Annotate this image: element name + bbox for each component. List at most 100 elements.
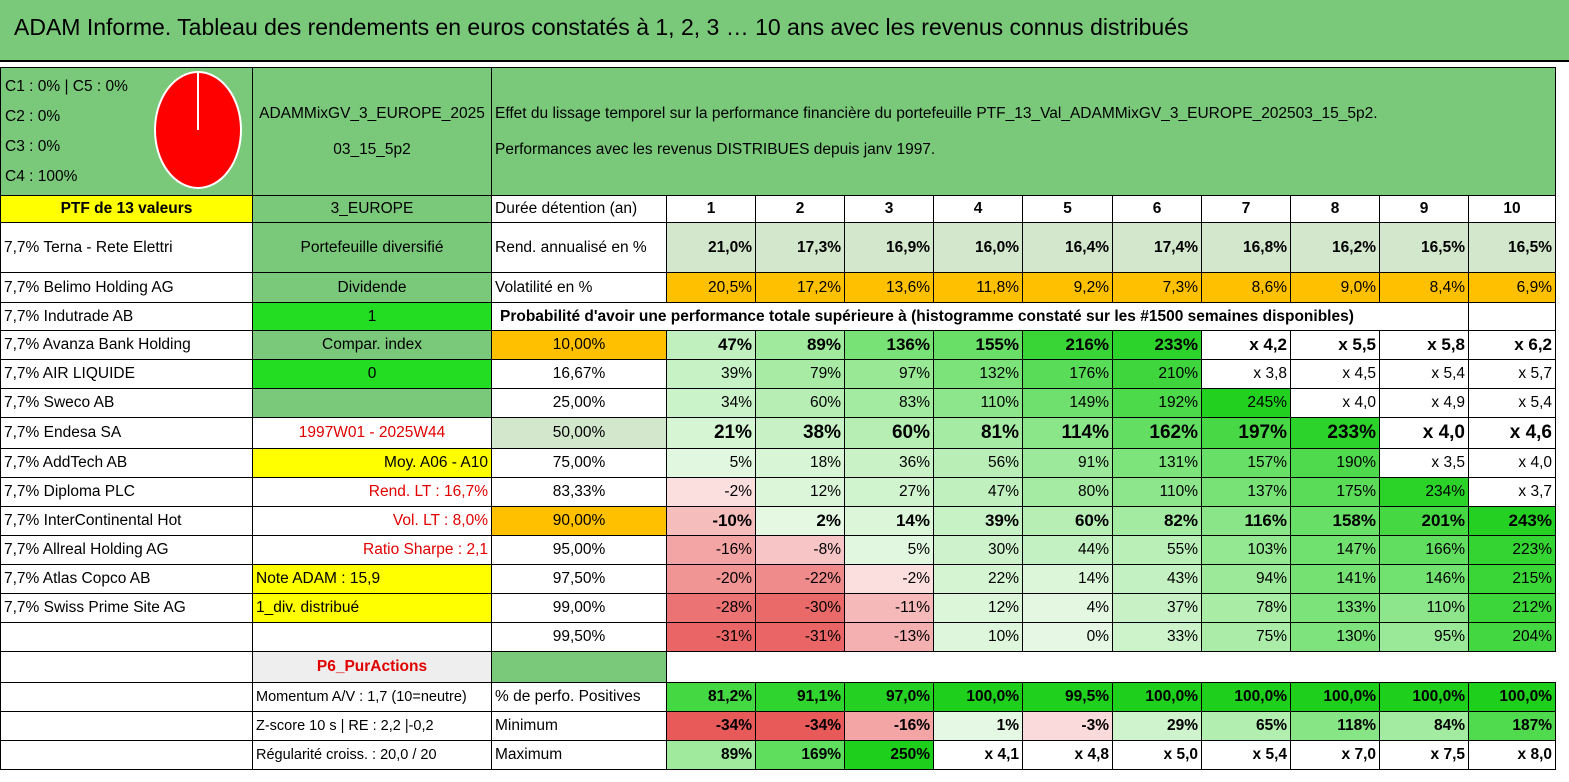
table-row: 7,7% Atlas Copco AB Note ADAM : 15,9 97,50… <box>0 564 1556 594</box>
probability-value: 83% <box>844 388 934 418</box>
probability-value: x 5,4 <box>1379 359 1469 389</box>
probability-value: x 4,9 <box>1379 388 1469 418</box>
table-row: 99,50% -31% -31% -13% 10% 0% 33% 75% 130% 95% 204% <box>0 622 1556 652</box>
table-row: 7,7% Allreal Holding AG Ratio Sharpe : 2,… <box>0 535 1556 565</box>
probability-value: 81% <box>933 417 1023 449</box>
minimum-value: 65% <box>1201 711 1291 741</box>
vol-value: 20,5% <box>666 272 756 303</box>
probability-value: 2% <box>755 506 845 536</box>
probability-title: Probabilité d'avoir une performance tota… <box>491 302 1469 331</box>
maximum-value: x 8,0 <box>1468 740 1556 770</box>
vol-value: 13,6% <box>844 272 934 303</box>
probability-value: 21% <box>666 417 756 449</box>
empty-cell <box>491 651 667 683</box>
probability-value: x 4,5 <box>1290 359 1380 389</box>
probability-value: 0% <box>1022 622 1113 652</box>
probability-value: 36% <box>844 448 934 478</box>
zone-label: 3_EUROPE <box>252 195 492 223</box>
probability-value: 47% <box>666 330 756 360</box>
momentum-label: Momentum A/V : 1,7 (10=neutre) <box>252 682 492 712</box>
probability-value: x 3,8 <box>1201 359 1291 389</box>
probability-value: 33% <box>1112 622 1202 652</box>
ptf-label: PTF de 13 valeurs <box>0 195 253 223</box>
probability-value: 116% <box>1201 506 1291 536</box>
minimum-value: -34% <box>666 711 756 741</box>
minimum-value: -34% <box>755 711 845 741</box>
positives-value: 100,0% <box>933 682 1023 712</box>
probability-threshold: 99,50% <box>491 622 667 652</box>
year-header: 5 <box>1022 195 1113 223</box>
probability-value: x 5,5 <box>1290 330 1380 360</box>
probability-value: 22% <box>933 564 1023 594</box>
probability-value: 212% <box>1468 593 1556 623</box>
rend-lt-label: Rend. LT : 16,7% <box>252 477 492 507</box>
table-row: 7,7% Indutrade AB 1 Probabilité d'avoir un… <box>0 302 1556 331</box>
table-row: 7,7% Terna - Rete Elettri Portefeuille di… <box>0 222 1556 273</box>
minimum-label: Minimum <box>491 711 667 741</box>
probability-value: -31% <box>666 622 756 652</box>
probability-value: 14% <box>844 506 934 536</box>
probability-value: 4% <box>1022 593 1113 623</box>
probability-value: 97% <box>844 359 934 389</box>
probability-value: 233% <box>1290 417 1380 449</box>
probability-value: -31% <box>755 622 845 652</box>
vol-value: 9,2% <box>1022 272 1113 303</box>
note-adam-label: Note ADAM : 15,9 <box>252 564 492 594</box>
vol-value: 17,2% <box>755 272 845 303</box>
probability-value: 34% <box>666 388 756 418</box>
probability-value: x 3,5 <box>1379 448 1469 478</box>
maximum-value: x 5,4 <box>1201 740 1291 770</box>
rend-label: Rend. annualisé en % <box>491 222 667 273</box>
probability-value: 80% <box>1022 477 1113 507</box>
div-label: 1_div. distribué <box>252 593 492 623</box>
probability-value: 136% <box>844 330 934 360</box>
probability-value: 223% <box>1468 535 1556 565</box>
table-row: 7,7% Endesa SA 1997W01 - 2025W44 50,00% 21%… <box>0 417 1556 449</box>
maximum-value: 250% <box>844 740 934 770</box>
probability-value: x 5,4 <box>1468 388 1556 418</box>
positives-value: 99,5% <box>1022 682 1113 712</box>
table-row: 7,7% InterContinental Hot Vol. LT : 8,0% 9… <box>0 506 1556 536</box>
probability-value: 30% <box>933 535 1023 565</box>
probability-value: -10% <box>666 506 756 536</box>
empty-cell <box>0 651 253 683</box>
rend-value: 16,8% <box>1201 222 1291 273</box>
positives-value: 100,0% <box>1112 682 1202 712</box>
probability-value: x 4,0 <box>1379 417 1469 449</box>
vol-label: Volatilité en % <box>491 272 667 303</box>
probability-value: 210% <box>1112 359 1202 389</box>
holding-item: 7,7% Swiss Prime Site AG <box>0 593 253 623</box>
maximum-label: Maximum <box>491 740 667 770</box>
probability-value: 56% <box>933 448 1023 478</box>
probability-value: -28% <box>666 593 756 623</box>
probability-value: 176% <box>1022 359 1113 389</box>
probability-value: 155% <box>933 330 1023 360</box>
compar-index-label: Compar. index <box>252 330 492 360</box>
probability-value: 79% <box>755 359 845 389</box>
rend-value: 16,5% <box>1468 222 1556 273</box>
year-header: 3 <box>844 195 934 223</box>
probability-threshold: 16,67% <box>491 359 667 389</box>
probability-value: 43% <box>1112 564 1202 594</box>
minimum-value: 118% <box>1290 711 1380 741</box>
probability-value: 131% <box>1112 448 1202 478</box>
empty-cell <box>252 388 492 418</box>
probability-value: x 3,7 <box>1468 477 1556 507</box>
table-row: 7,7% Sweco AB 25,00% 34% 60% 83% 110% 149% 192%… <box>0 388 1556 418</box>
vol-lt-label: Vol. LT : 8,0% <box>252 506 492 536</box>
vol-value: 8,6% <box>1201 272 1291 303</box>
p6-label: P6_PurActions <box>252 651 492 683</box>
rend-value: 17,3% <box>755 222 845 273</box>
rend-value: 16,4% <box>1022 222 1113 273</box>
positives-value: 91,1% <box>755 682 845 712</box>
holding-item: 7,7% AIR LIQUIDE <box>0 359 253 389</box>
probability-value: 201% <box>1379 506 1469 536</box>
probability-value: x 5,7 <box>1468 359 1556 389</box>
probability-value: -8% <box>755 535 845 565</box>
probability-value: 44% <box>1022 535 1113 565</box>
maximum-value: x 7,0 <box>1290 740 1380 770</box>
probability-threshold: 90,00% <box>491 506 667 536</box>
description-line-2: Performances avec les revenus DISTRIBUES… <box>495 140 936 158</box>
positives-value: 97,0% <box>844 682 934 712</box>
probability-threshold: 75,00% <box>491 448 667 478</box>
